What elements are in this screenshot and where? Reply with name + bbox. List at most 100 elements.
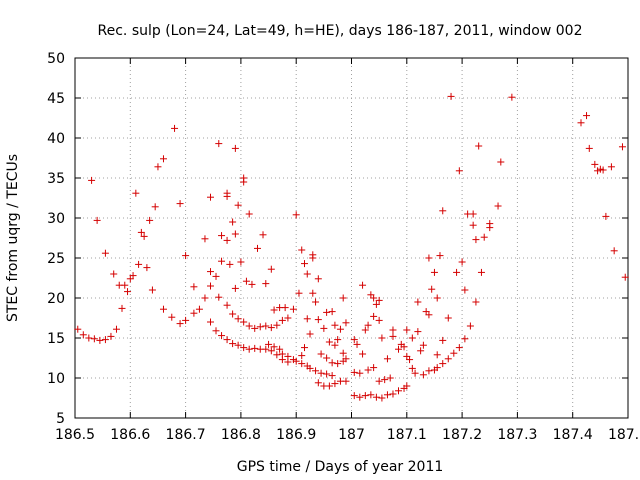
data-point xyxy=(400,343,408,351)
data-point xyxy=(475,142,483,150)
data-point xyxy=(621,273,629,281)
data-point xyxy=(262,280,270,288)
data-point xyxy=(472,236,480,244)
data-point xyxy=(466,322,474,330)
data-point xyxy=(364,366,372,374)
data-point xyxy=(234,201,242,209)
data-point xyxy=(372,393,380,401)
data-point xyxy=(234,341,242,349)
data-point xyxy=(450,349,458,357)
data-point xyxy=(425,254,433,262)
data-point xyxy=(331,341,339,349)
data-point xyxy=(508,93,516,101)
data-point xyxy=(151,203,159,211)
x-tick-label: 187.1 xyxy=(387,427,427,443)
data-point xyxy=(201,294,209,302)
data-points xyxy=(74,92,629,402)
x-tick-label: 187 xyxy=(338,427,365,443)
data-point xyxy=(383,355,391,363)
data-point xyxy=(328,372,336,380)
data-point xyxy=(408,364,416,372)
data-point xyxy=(182,316,190,324)
data-point xyxy=(328,308,336,316)
data-point xyxy=(201,235,209,243)
x-tick-label: 186.5 xyxy=(55,427,95,443)
data-point xyxy=(383,391,391,399)
data-point xyxy=(231,284,239,292)
data-point xyxy=(339,349,347,357)
data-point xyxy=(267,347,275,355)
data-point xyxy=(96,336,104,344)
data-point xyxy=(395,345,403,353)
x-tick-label: 186.8 xyxy=(221,427,261,443)
data-point xyxy=(325,338,333,346)
y-axis-label: STEC from uqrg / TECUs xyxy=(5,154,21,322)
data-point xyxy=(218,332,226,340)
data-point xyxy=(447,92,455,100)
y-tick-labels: 5 10 15 20 25 30 35 40 45 50 xyxy=(47,51,65,427)
data-point xyxy=(367,391,375,399)
data-point xyxy=(262,345,270,353)
data-point xyxy=(433,351,441,359)
data-point xyxy=(469,221,477,229)
data-point xyxy=(276,345,284,353)
data-point xyxy=(370,312,378,320)
data-point xyxy=(403,326,411,334)
data-point xyxy=(389,390,397,398)
data-point xyxy=(406,356,414,364)
data-point xyxy=(159,155,167,163)
x-tick-label: 187.5 xyxy=(608,427,640,443)
y-tick-label: 10 xyxy=(47,371,65,387)
data-point xyxy=(309,289,317,297)
data-point xyxy=(256,323,264,331)
data-point xyxy=(121,281,129,289)
y-tick-label: 25 xyxy=(47,251,65,267)
data-point xyxy=(300,260,308,268)
data-point xyxy=(135,260,143,268)
data-point xyxy=(306,330,314,338)
data-point xyxy=(375,377,383,385)
data-point xyxy=(237,258,245,266)
data-point xyxy=(414,328,422,336)
data-point xyxy=(497,158,505,166)
data-point xyxy=(273,321,281,329)
data-point xyxy=(195,305,203,313)
data-point xyxy=(101,336,109,344)
data-point xyxy=(289,305,297,313)
data-point xyxy=(591,160,599,168)
data-point xyxy=(229,340,237,348)
x-axis-label: GPS time / Days of year 2011 xyxy=(237,459,444,475)
data-point xyxy=(176,320,184,328)
data-point xyxy=(395,387,403,395)
data-point xyxy=(339,294,347,302)
data-point xyxy=(389,332,397,340)
data-point xyxy=(359,281,367,289)
data-point xyxy=(292,357,300,365)
data-point xyxy=(212,272,220,280)
data-point xyxy=(314,275,322,283)
data-point xyxy=(433,294,441,302)
data-point xyxy=(265,340,273,348)
data-point xyxy=(336,325,344,333)
y-tick-label: 35 xyxy=(47,171,65,187)
data-point xyxy=(312,367,320,375)
data-point xyxy=(298,360,306,368)
data-point xyxy=(206,282,214,290)
data-point xyxy=(378,334,386,342)
data-point xyxy=(419,371,427,379)
data-point xyxy=(602,212,610,220)
data-point xyxy=(439,207,447,215)
data-point xyxy=(469,210,477,218)
data-point xyxy=(585,144,593,152)
data-point xyxy=(339,357,347,365)
x-tick-labels: 186.5 186.6 186.7 186.8 186.9 187 187.1 187.2 18… xyxy=(55,427,640,443)
data-point xyxy=(453,268,461,276)
data-point xyxy=(240,344,248,352)
data-point xyxy=(292,211,300,219)
axis-ticks xyxy=(74,57,629,419)
data-point xyxy=(317,369,325,377)
data-point xyxy=(74,325,82,333)
data-point xyxy=(206,268,214,276)
data-point xyxy=(386,374,394,382)
